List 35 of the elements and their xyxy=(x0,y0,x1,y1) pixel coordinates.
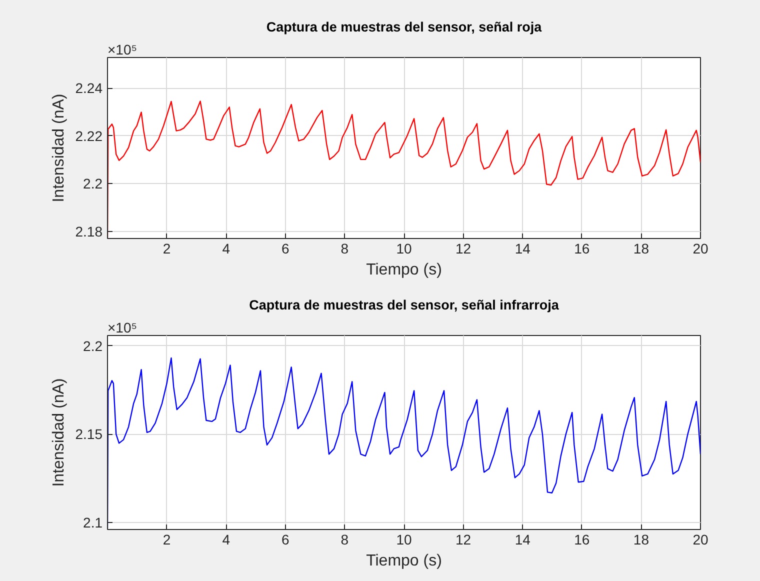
x-tick-label: 20 xyxy=(692,532,708,548)
x-axis-title: Tiempo (s) xyxy=(366,262,442,278)
y-tick-label: 2.2 xyxy=(83,176,103,192)
text: ×10⁵ xyxy=(108,42,138,58)
x-tick-label: 20 xyxy=(692,240,708,256)
annotation: ×10⁵ xyxy=(108,320,138,336)
x-tick-label: 14 xyxy=(514,532,531,548)
x-tick-label: 6 xyxy=(282,240,290,256)
x-tick-label: 6 xyxy=(282,532,290,548)
y-tick-label: 2.15 xyxy=(75,426,103,442)
x-tick-label: 14 xyxy=(514,240,531,256)
x-tick-label: 16 xyxy=(574,532,590,548)
y-tick-label: 2.18 xyxy=(75,223,103,240)
x-tick-label: 18 xyxy=(633,240,650,256)
x-tick-label: 10 xyxy=(396,532,412,548)
y-tick-label: 2.1 xyxy=(83,514,103,531)
chart-title: Captura de muestras del sensor, señal infrarroja xyxy=(249,298,560,312)
x-tick-label: 8 xyxy=(340,240,349,256)
x-tick-label: 4 xyxy=(222,240,230,256)
y-axis-title: Intensidad (nA) xyxy=(50,378,68,487)
x-tick-label: 2 xyxy=(162,532,171,548)
x-tick-label: 16 xyxy=(574,240,590,256)
y-tick-label: 2.24 xyxy=(75,80,103,96)
x-tick-label: 12 xyxy=(456,240,472,256)
y-axis-title: Intensidad (nA) xyxy=(50,94,68,202)
x-axis-title: Tiempo (s) xyxy=(366,552,442,570)
y-tick-label: 2.22 xyxy=(75,128,103,144)
y-tick-label: 2.2 xyxy=(83,338,103,354)
x-tick-label: 12 xyxy=(456,532,472,548)
x-tick-label: 18 xyxy=(633,532,650,548)
chart-title: Captura de muestras del sensor, señal roja xyxy=(266,20,542,34)
x-tick-label: 4 xyxy=(222,532,230,548)
x-tick-label: 8 xyxy=(340,532,349,548)
x-tick-label: 10 xyxy=(396,240,412,256)
x-tick-label: 2 xyxy=(162,240,171,256)
